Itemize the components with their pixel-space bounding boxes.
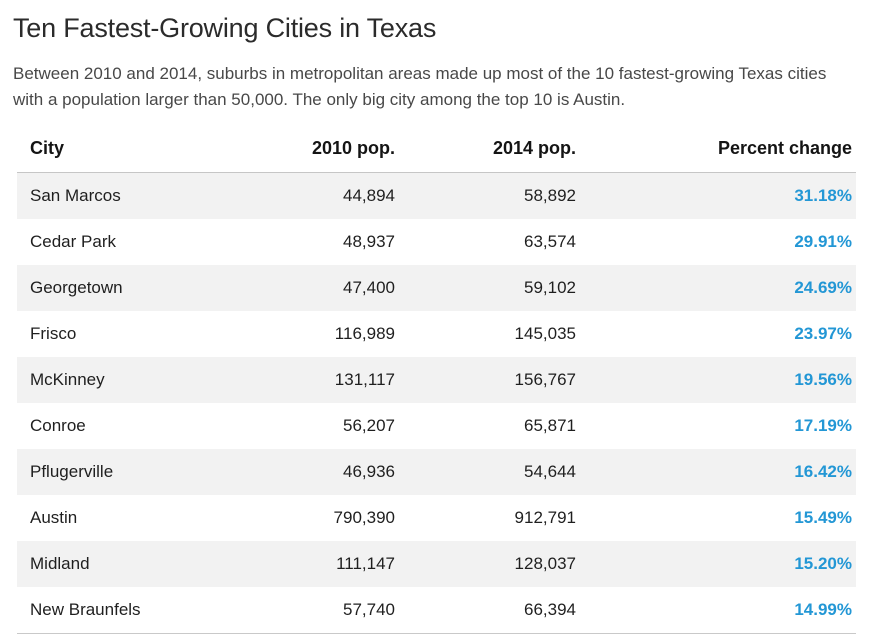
pop-2014-cell: 156,767 xyxy=(514,370,576,389)
table-header-row: City 2010 pop. 2014 pop. Percent change xyxy=(17,126,856,173)
city-cell: Frisco xyxy=(30,324,77,343)
pop-2014-cell: 66,394 xyxy=(399,587,580,634)
page-subtitle: Between 2010 and 2014, suburbs in metrop… xyxy=(13,64,827,109)
city-cell: New Braunfels xyxy=(17,587,202,634)
percent-change-cell: 31.18% xyxy=(794,186,852,205)
percent-change-cell: 15.49% xyxy=(794,508,852,527)
pop-2010-cell: 47,400 xyxy=(343,278,395,297)
table-body: San Marcos 44,894 58,892 31.18% Cedar Park 48… xyxy=(17,172,856,634)
percent-change-cell: 29.91% xyxy=(794,232,852,251)
table-row: Cedar Park 48,937 63,574 29.91% xyxy=(17,219,856,265)
page-title: Ten Fastest-Growing Cities in Texas xyxy=(13,13,437,43)
cities-table: City 2010 pop. 2014 pop. Percent change … xyxy=(17,126,856,634)
table-row: Pflugerville 46,936 54,644 16.42% xyxy=(17,449,856,495)
percent-change-cell: 19.56% xyxy=(794,370,852,389)
percent-change-cell: 14.99% xyxy=(580,587,856,634)
pop-2014-cell: 58,892 xyxy=(524,186,576,205)
column-header-city: City xyxy=(17,126,202,173)
pop-2014-cell: 128,037 xyxy=(514,554,576,573)
pop-2010-cell: 56,207 xyxy=(343,416,395,435)
table-row: Georgetown 47,400 59,102 24.69% xyxy=(17,265,856,311)
city-cell: Georgetown xyxy=(30,278,123,297)
city-cell: McKinney xyxy=(30,370,105,389)
table-row: Frisco 116,989 145,035 23.97% xyxy=(17,311,856,357)
city-cell: San Marcos xyxy=(30,186,121,205)
pop-2010-cell: 131,117 xyxy=(334,370,395,389)
pop-2010-cell: 48,937 xyxy=(343,232,395,251)
city-cell: Pflugerville xyxy=(30,462,114,481)
pop-2014-cell: 59,102 xyxy=(524,278,576,297)
column-header-2014-pop: 2014 pop. xyxy=(399,126,580,173)
table-header: City 2010 pop. 2014 pop. Percent change xyxy=(17,126,856,173)
table-row: Midland 111,147 128,037 15.20% xyxy=(17,541,856,587)
percent-change-cell: 23.97% xyxy=(794,324,852,343)
pop-2010-cell: 116,989 xyxy=(334,324,395,343)
pop-2010-cell: 46,936 xyxy=(343,462,395,481)
table-row: San Marcos 44,894 58,892 31.18% xyxy=(17,172,856,219)
pop-2014-cell: 145,035 xyxy=(514,324,576,343)
city-cell: Austin xyxy=(30,508,78,527)
pop-2014-cell: 65,871 xyxy=(524,416,576,435)
table-row: McKinney 131,117 156,767 19.56% xyxy=(17,357,856,403)
pop-2014-cell: 63,574 xyxy=(524,232,576,251)
pop-2010-cell: 111,147 xyxy=(336,554,395,573)
table-row: Austin 790,390 912,791 15.49% xyxy=(17,495,856,541)
percent-change-cell: 17.19% xyxy=(794,416,852,435)
table-row: New Braunfels 57,740 66,394 14.99% xyxy=(17,587,856,634)
table-row: Conroe 56,207 65,871 17.19% xyxy=(17,403,856,449)
pop-2014-cell: 912,791 xyxy=(514,508,576,527)
column-header-2010-pop: 2010 pop. xyxy=(202,126,399,173)
percent-change-cell: 15.20% xyxy=(794,554,852,573)
city-cell: Conroe xyxy=(30,416,86,435)
percent-change-cell: 16.42% xyxy=(794,462,852,481)
pop-2010-cell: 790,390 xyxy=(333,508,395,527)
pop-2010-cell: 44,894 xyxy=(343,186,395,205)
pop-2010-cell: 57,740 xyxy=(202,587,399,634)
city-cell: Cedar Park xyxy=(30,232,116,251)
column-header-percent-change: Percent change xyxy=(580,126,856,173)
percent-change-cell: 24.69% xyxy=(794,278,852,297)
pop-2014-cell: 54,644 xyxy=(524,462,576,481)
city-cell: Midland xyxy=(30,554,90,573)
